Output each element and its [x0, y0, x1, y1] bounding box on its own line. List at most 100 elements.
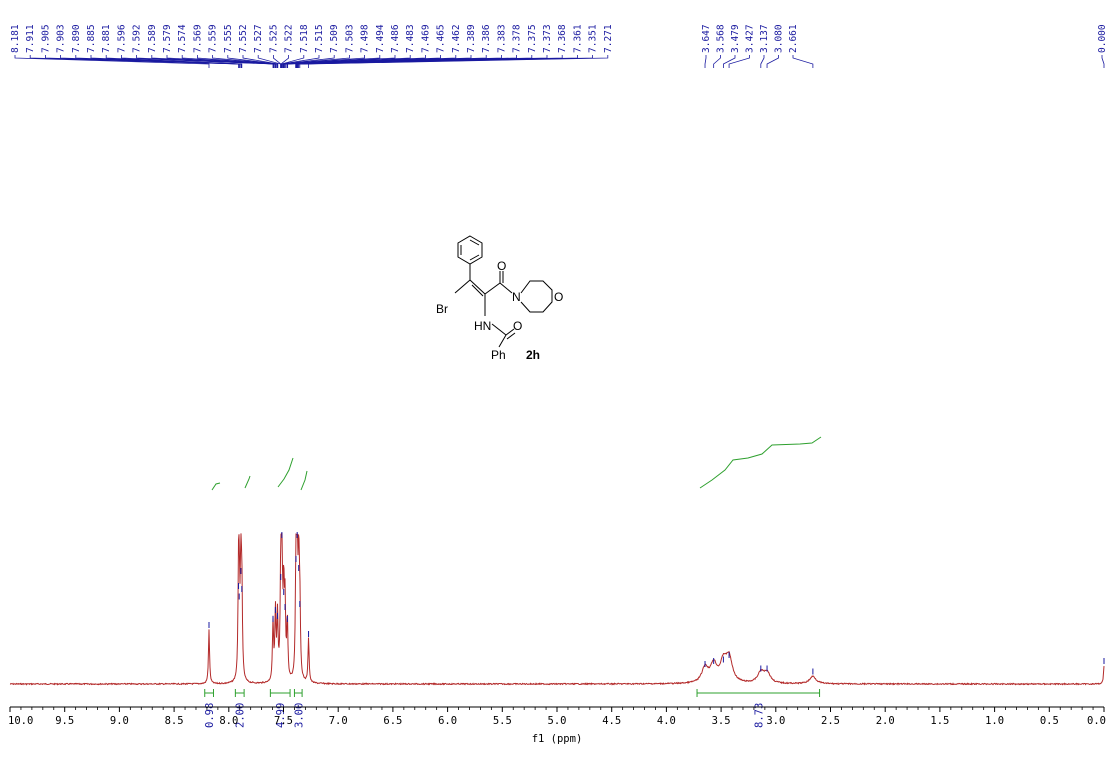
peak-label-b-3: 3.427 [745, 24, 756, 53]
phenyl-inner-bond-1 [469, 239, 480, 246]
peak-label-a-17: 7.525 [268, 24, 279, 53]
peak-label-a-1: 7.911 [25, 24, 36, 53]
atom-o-top: O [497, 259, 506, 273]
integral-curve-2 [277, 457, 294, 488]
peak-label-a-9: 7.589 [147, 24, 158, 53]
peak-connector-b-3 [728, 55, 750, 68]
integral-value-4: 8.73 [753, 703, 765, 728]
peak-connector-a-12 [197, 55, 277, 68]
x-tick-label-5: 7.5 [274, 715, 293, 727]
atom-ph: Ph [491, 348, 506, 362]
integral-curve-1 [244, 475, 251, 489]
atom-n-morpholine: N [512, 290, 521, 304]
x-tick-label-4: 8.0 [219, 715, 238, 727]
bond-amide-c-ph [498, 334, 507, 348]
peak-connector-b-4 [760, 55, 765, 68]
peak-label-a-5: 7.885 [86, 24, 97, 53]
peak-label-a-38: 7.351 [588, 24, 599, 53]
peak-connector-a-21 [282, 55, 335, 68]
peak-connector-a-24 [283, 55, 381, 68]
x-ticks-group: 10.0 9.5 9.0 8.5 8.0 7.5 7.0 6.5 6.0 5.5 5.0 4.5 4.0… [8, 707, 1106, 727]
peak-label-a-36: 7.368 [557, 24, 568, 53]
peak-connector-a-11 [181, 55, 276, 68]
peak-label-a-7: 7.596 [116, 24, 127, 53]
peak-connector-a-23 [283, 55, 365, 68]
peak-label-b-2: 3.479 [730, 24, 741, 53]
integral-value-0: 0.98 [204, 703, 216, 728]
integral-curve-3 [300, 470, 308, 491]
bond-amide-c-o [505, 328, 515, 336]
integral-value-1: 2.00 [235, 703, 247, 728]
x-tick-label-11: 4.5 [602, 715, 621, 727]
x-tick-label-6: 7.0 [329, 715, 348, 727]
peak-label-a-20: 7.515 [314, 24, 325, 53]
bond-carbonyl-n [499, 282, 513, 294]
peak-label-a-18: 7.522 [284, 24, 295, 53]
peak-label-a-35: 7.373 [542, 24, 553, 53]
atom-o-amide: O [513, 319, 522, 333]
bond-c1-c2-double [471, 284, 484, 297]
peak-label-a-8: 7.592 [132, 24, 143, 53]
peak-label-a-34: 7.375 [527, 24, 538, 53]
peak-label-a-37: 7.361 [572, 24, 583, 53]
peak-connector-c-0 [1101, 55, 1105, 68]
peak-label-a-25: 7.486 [390, 24, 401, 53]
integral-curve-0 [211, 482, 221, 491]
phenyl-inner-bond-2 [469, 254, 480, 261]
peak-connector-a-0 [14, 55, 210, 68]
peak-label-b-6: 2.661 [788, 24, 799, 53]
peak-label-a-19: 7.518 [299, 24, 310, 53]
peak-label-a-26: 7.483 [405, 24, 416, 53]
peak-label-a-12: 7.569 [192, 24, 203, 53]
peak-connector-b-0 [704, 55, 707, 68]
peak-label-a-28: 7.465 [436, 24, 447, 53]
atom-nh: HN [474, 319, 491, 333]
bond-amide-c-o-double [506, 332, 516, 340]
peak-connector-a-22 [282, 55, 350, 68]
x-tick-label-19: 0.5 [1040, 715, 1059, 727]
peak-connector-b-1 [713, 55, 721, 68]
peak-connector-b-6 [792, 55, 814, 68]
x-tick-label-10: 5.0 [548, 715, 567, 727]
peak-label-a-32: 7.383 [496, 24, 507, 53]
peak-label-b-1: 3.568 [716, 24, 727, 53]
peak-connectors-group [14, 55, 1105, 68]
x-tick-label-8: 6.0 [438, 715, 457, 727]
peak-connector-b-5 [766, 55, 779, 68]
peak-label-a-10: 7.579 [162, 24, 173, 53]
peak-label-b-5: 3.080 [774, 24, 785, 53]
x-tick-label-14: 3.0 [766, 715, 785, 727]
atom-br: Br [436, 302, 448, 316]
peak-markers-group [208, 532, 1105, 675]
peak-connector-a-13 [212, 55, 278, 68]
peak-connector-a-6 [105, 55, 243, 68]
x-tick-label-20: 0.0 [1087, 715, 1106, 727]
peak-label-a-33: 7.378 [512, 24, 523, 53]
integral-value-2: 4.99 [275, 703, 287, 728]
peak-label-a-13: 7.559 [208, 24, 219, 53]
peak-connector-a-39 [308, 55, 609, 68]
peak-connector-a-9 [151, 55, 275, 68]
x-tick-label-15: 2.5 [821, 715, 840, 727]
molecule-labels: O N O Br HN O Ph 2h [436, 259, 563, 362]
peak-label-a-21: 7.509 [329, 24, 340, 53]
peak-connector-a-15 [242, 55, 279, 68]
x-tick-label-1: 9.5 [55, 715, 74, 727]
peak-connector-a-10 [166, 55, 276, 68]
peak-connector-a-18 [280, 55, 289, 68]
peak-label-b-0: 3.647 [701, 24, 712, 53]
peak-label-a-16: 7.527 [253, 24, 264, 53]
peak-label-a-23: 7.498 [360, 24, 371, 53]
bond-c1-br [454, 279, 471, 294]
x-tick-label-12: 4.0 [657, 715, 676, 727]
compound-label: 2h [526, 348, 540, 362]
peak-label-a-30: 7.389 [466, 24, 477, 53]
peak-label-a-24: 7.494 [375, 24, 386, 53]
peak-label-a-27: 7.469 [420, 24, 431, 53]
x-tick-label-18: 1.0 [985, 715, 1004, 727]
peak-label-a-3: 7.903 [56, 24, 67, 53]
integral-curve-4 [699, 436, 822, 489]
x-axis-title: f1 (ppm) [532, 733, 583, 745]
peak-label-a-2: 7.905 [40, 24, 51, 53]
